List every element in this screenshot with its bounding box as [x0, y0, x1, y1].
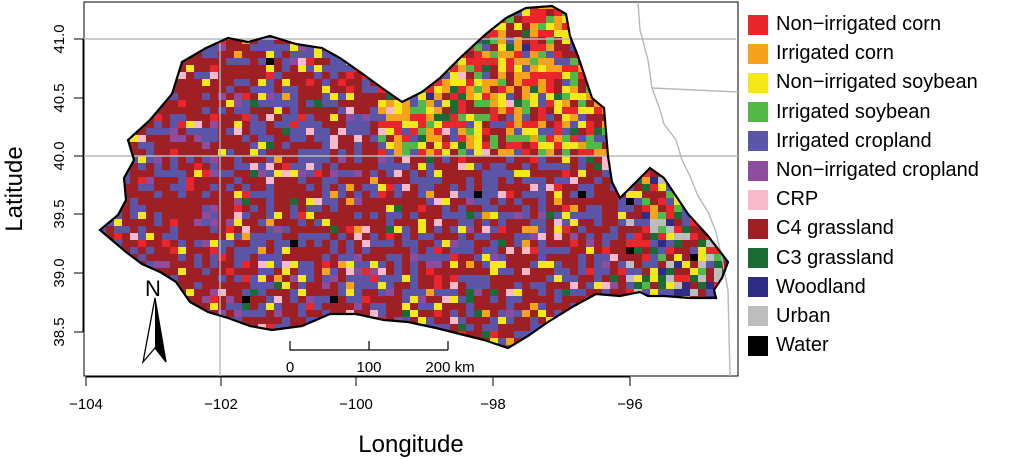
y-tick-label: 39.5: [51, 199, 68, 228]
scale-bar-line: [289, 341, 449, 351]
legend-item: Irrigated soybean: [748, 98, 979, 127]
legend-item: C3 grassland: [748, 244, 979, 273]
legend-item: C4 grassland: [748, 214, 979, 243]
x-axis-label: Longitude: [358, 431, 463, 458]
scale-bar: 0 100 200 km: [286, 341, 475, 376]
legend-label: CRP: [776, 188, 819, 211]
map-figure: −104 −102 −100 −98 −96 38.5 39.0 39.5 40.0 40.5 4…: [1, 1, 739, 458]
legend-label: Irrigated soybean: [776, 100, 931, 123]
y-axis-label: Latitude: [1, 146, 28, 231]
legend-label: C3 grassland: [776, 246, 894, 269]
legend-swatch: [748, 335, 768, 356]
legend-item: Non−irrigated cropland: [748, 156, 979, 185]
legend-item: Non−irrigated soybean: [748, 68, 979, 97]
y-tick-label: 41.0: [51, 24, 68, 53]
legend-label: Irrigated cropland: [776, 129, 932, 152]
legend-swatch: [748, 102, 768, 123]
legend-swatch: [748, 306, 768, 327]
legend-label: Non−irrigated cropland: [776, 159, 979, 182]
legend-label: Urban: [776, 304, 831, 327]
legend-item: CRP: [748, 185, 979, 214]
legend-item: Urban: [748, 302, 979, 331]
legend-swatch: [748, 72, 768, 93]
x-tick-label: −104: [69, 396, 103, 413]
plot-frame: [83, 1, 739, 377]
legend-swatch: [748, 248, 768, 269]
y-tick-label: 39.0: [51, 258, 68, 287]
x-axis: −104 −102 −100 −98 −96: [69, 376, 643, 413]
legend-item: Irrigated corn: [748, 39, 979, 68]
y-tick-label: 40.5: [51, 83, 68, 112]
legend-swatch: [748, 218, 768, 239]
legend-swatch: [748, 189, 768, 210]
legend: Non−irrigated corn Irrigated corn Non−irri…: [748, 10, 979, 360]
legend-label: Water: [776, 334, 829, 357]
legend-label: Woodland: [776, 275, 866, 298]
legend-swatch: [748, 43, 768, 64]
north-arrow-shade: [155, 298, 166, 362]
legend-swatch: [748, 277, 768, 298]
y-tick-label: 38.5: [51, 317, 68, 346]
legend-label: C4 grassland: [776, 217, 894, 240]
legend-item: Irrigated cropland: [748, 127, 979, 156]
x-tick-label: −100: [339, 396, 373, 413]
y-axis: 38.5 39.0 39.5 40.0 40.5 41.0: [51, 24, 84, 347]
legend-swatch: [748, 160, 768, 181]
state-borders: [84, 1, 739, 377]
legend-label: Non−irrigated soybean: [776, 71, 978, 94]
north-arrow: N: [141, 276, 167, 365]
y-tick-label: 40.0: [51, 141, 68, 170]
legend-swatch: [748, 14, 768, 35]
legend-swatch: [748, 131, 768, 152]
legend-item: Woodland: [748, 273, 979, 302]
x-tick-label: −102: [204, 396, 238, 413]
legend-item: Non−irrigated corn: [748, 10, 979, 39]
x-tick-label: −96: [617, 396, 642, 413]
scale-bar-label-100: 100: [356, 359, 381, 376]
legend-label: Irrigated corn: [776, 42, 894, 65]
scale-bar-label-0: 0: [286, 359, 294, 376]
legend-label: Non−irrigated corn: [776, 13, 942, 36]
scale-bar-label-200: 200 km: [425, 359, 474, 376]
legend-item: Water: [748, 331, 979, 360]
x-tick-label: −98: [480, 396, 505, 413]
north-arrow-label: N: [145, 276, 161, 301]
basin-boundary: [98, 4, 730, 350]
